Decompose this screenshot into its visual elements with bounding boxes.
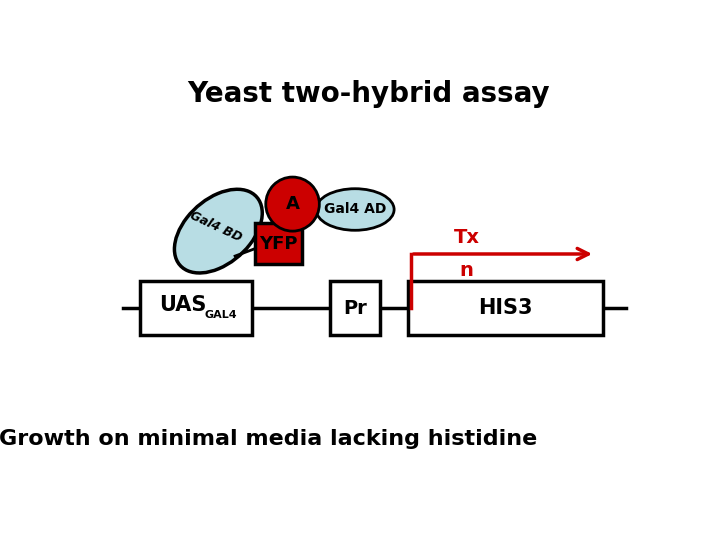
- Text: GAL4: GAL4: [204, 309, 237, 320]
- Bar: [255, 223, 302, 265]
- Ellipse shape: [316, 188, 394, 230]
- Text: Tx: Tx: [454, 228, 480, 247]
- Text: UAS: UAS: [159, 295, 207, 315]
- Text: A: A: [286, 195, 300, 213]
- Bar: [140, 281, 252, 335]
- Bar: [408, 281, 603, 335]
- Text: Pr: Pr: [343, 299, 367, 318]
- Text: Gal4 AD: Gal4 AD: [324, 202, 386, 217]
- Text: YFP: YFP: [259, 234, 297, 253]
- Text: HIS3: HIS3: [479, 298, 533, 318]
- Text: Gal4 BD: Gal4 BD: [187, 210, 243, 245]
- Ellipse shape: [266, 177, 320, 231]
- Text: n: n: [459, 261, 474, 280]
- Ellipse shape: [174, 189, 262, 273]
- Bar: [330, 281, 380, 335]
- Text: Growth on minimal media lacking histidine: Growth on minimal media lacking histidin…: [0, 429, 538, 449]
- Text: Yeast two-hybrid assay: Yeast two-hybrid assay: [188, 80, 550, 108]
